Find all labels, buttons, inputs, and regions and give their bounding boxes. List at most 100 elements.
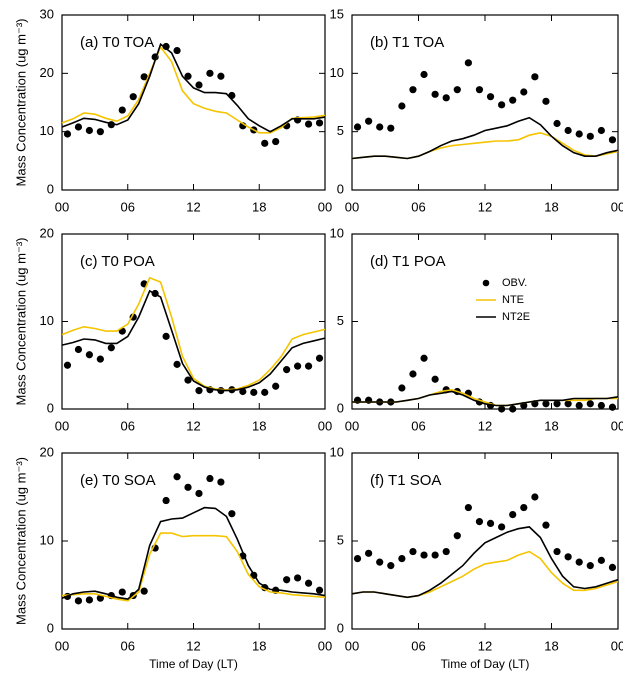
panel-title: (d) T1 POA (370, 253, 446, 270)
x-tick-label: 06 (121, 199, 135, 214)
x-tick-label: 06 (121, 638, 135, 653)
y-tick-label: 15 (330, 6, 344, 21)
x-tick-label: 00 (318, 638, 332, 653)
obs-point (409, 370, 417, 378)
obs-point (206, 69, 214, 77)
obs-point (420, 70, 428, 79)
x-tick-label: 00 (55, 199, 69, 214)
y-tick-label: 10 (330, 65, 344, 80)
obs-point (453, 532, 461, 540)
obs-point (283, 576, 291, 584)
x-tick-label: 18 (252, 199, 266, 214)
obs-point (486, 93, 495, 101)
obs-point (498, 523, 506, 531)
obs-point (63, 130, 72, 138)
obs-point (387, 124, 395, 132)
y-axis-label: Mass Concentration (ug m⁻³) (13, 19, 28, 187)
obs-point (520, 503, 528, 512)
obs-point (173, 360, 181, 368)
x-tick-label: 00 (345, 199, 359, 214)
obs-point (272, 382, 280, 390)
obs-point (420, 354, 428, 362)
y-tick-label: 20 (40, 65, 54, 80)
y-tick-label: 10 (330, 225, 344, 240)
obs-point (217, 478, 225, 486)
y-tick-label: 0 (337, 400, 344, 415)
x-tick-label: 06 (121, 418, 135, 433)
y-tick-label: 0 (337, 181, 344, 196)
obs-point (315, 354, 324, 362)
obs-point (140, 587, 148, 595)
obs-point (118, 106, 126, 114)
obs-point (195, 81, 203, 89)
obs-point (575, 130, 583, 138)
y-tick-label: 30 (40, 6, 54, 21)
x-tick-label: 18 (544, 638, 558, 653)
obs-point (442, 547, 450, 556)
obs-point (509, 96, 517, 104)
obs-point (553, 119, 561, 128)
x-tick-label: 00 (55, 638, 69, 653)
obs-point (520, 88, 528, 96)
obs-point (531, 493, 539, 501)
obs-point (586, 400, 594, 408)
obs-point (304, 362, 313, 370)
obs-point (498, 101, 506, 109)
obs-point (586, 562, 594, 570)
obs-point (184, 72, 192, 80)
x-tick-label: 00 (345, 418, 359, 433)
x-tick-label: 12 (478, 638, 492, 653)
obs-point (597, 126, 605, 135)
obs-point (140, 73, 148, 81)
legend-label: OBV. (502, 277, 527, 289)
obs-point (475, 518, 484, 526)
obs-point (376, 123, 384, 131)
y-tick-label: 0 (337, 620, 344, 635)
obs-point (107, 344, 115, 352)
model-line (61, 276, 326, 391)
obs-point (74, 345, 83, 354)
obs-point (564, 126, 572, 135)
y-tick-label: 10 (40, 123, 54, 138)
obs-point (431, 551, 439, 559)
x-tick-label: 18 (544, 199, 558, 214)
obs-point (250, 388, 258, 396)
y-tick-label: 5 (337, 313, 344, 328)
model-line (351, 116, 619, 160)
obs-point (365, 549, 373, 557)
x-tick-label: 18 (252, 638, 266, 653)
obs-point (272, 137, 280, 146)
obs-point (261, 388, 269, 396)
obs-point (442, 94, 450, 102)
x-tick-label: 06 (411, 638, 425, 653)
x-tick-label: 18 (544, 418, 558, 433)
obs-point (195, 387, 203, 395)
obs-point (129, 93, 137, 101)
obs-point (464, 503, 472, 512)
panel-title: (c) T0 POA (80, 253, 155, 270)
obs-point (409, 547, 417, 556)
obs-point (542, 400, 550, 408)
obs-point (304, 579, 313, 587)
obs-point (509, 405, 517, 413)
obs-point (509, 510, 517, 519)
obs-point (431, 375, 439, 383)
obs-point (531, 73, 539, 81)
obs-point (162, 332, 170, 340)
obs-point (575, 401, 583, 410)
obs-point (162, 42, 170, 51)
model-line (61, 45, 326, 134)
panel-title: (f) T1 SOA (370, 472, 441, 489)
y-tick-label: 0 (47, 620, 54, 635)
x-tick-label: 12 (478, 418, 492, 433)
obs-point (294, 574, 302, 582)
panel-title: (b) T1 TOA (370, 34, 444, 51)
obs-point (486, 519, 495, 528)
x-tick-label: 12 (186, 638, 200, 653)
obs-point (387, 562, 395, 570)
obs-point (162, 496, 170, 505)
y-tick-label: 5 (337, 123, 344, 138)
x-tick-label: 12 (478, 199, 492, 214)
obs-point (228, 510, 236, 518)
obs-point (195, 489, 203, 498)
